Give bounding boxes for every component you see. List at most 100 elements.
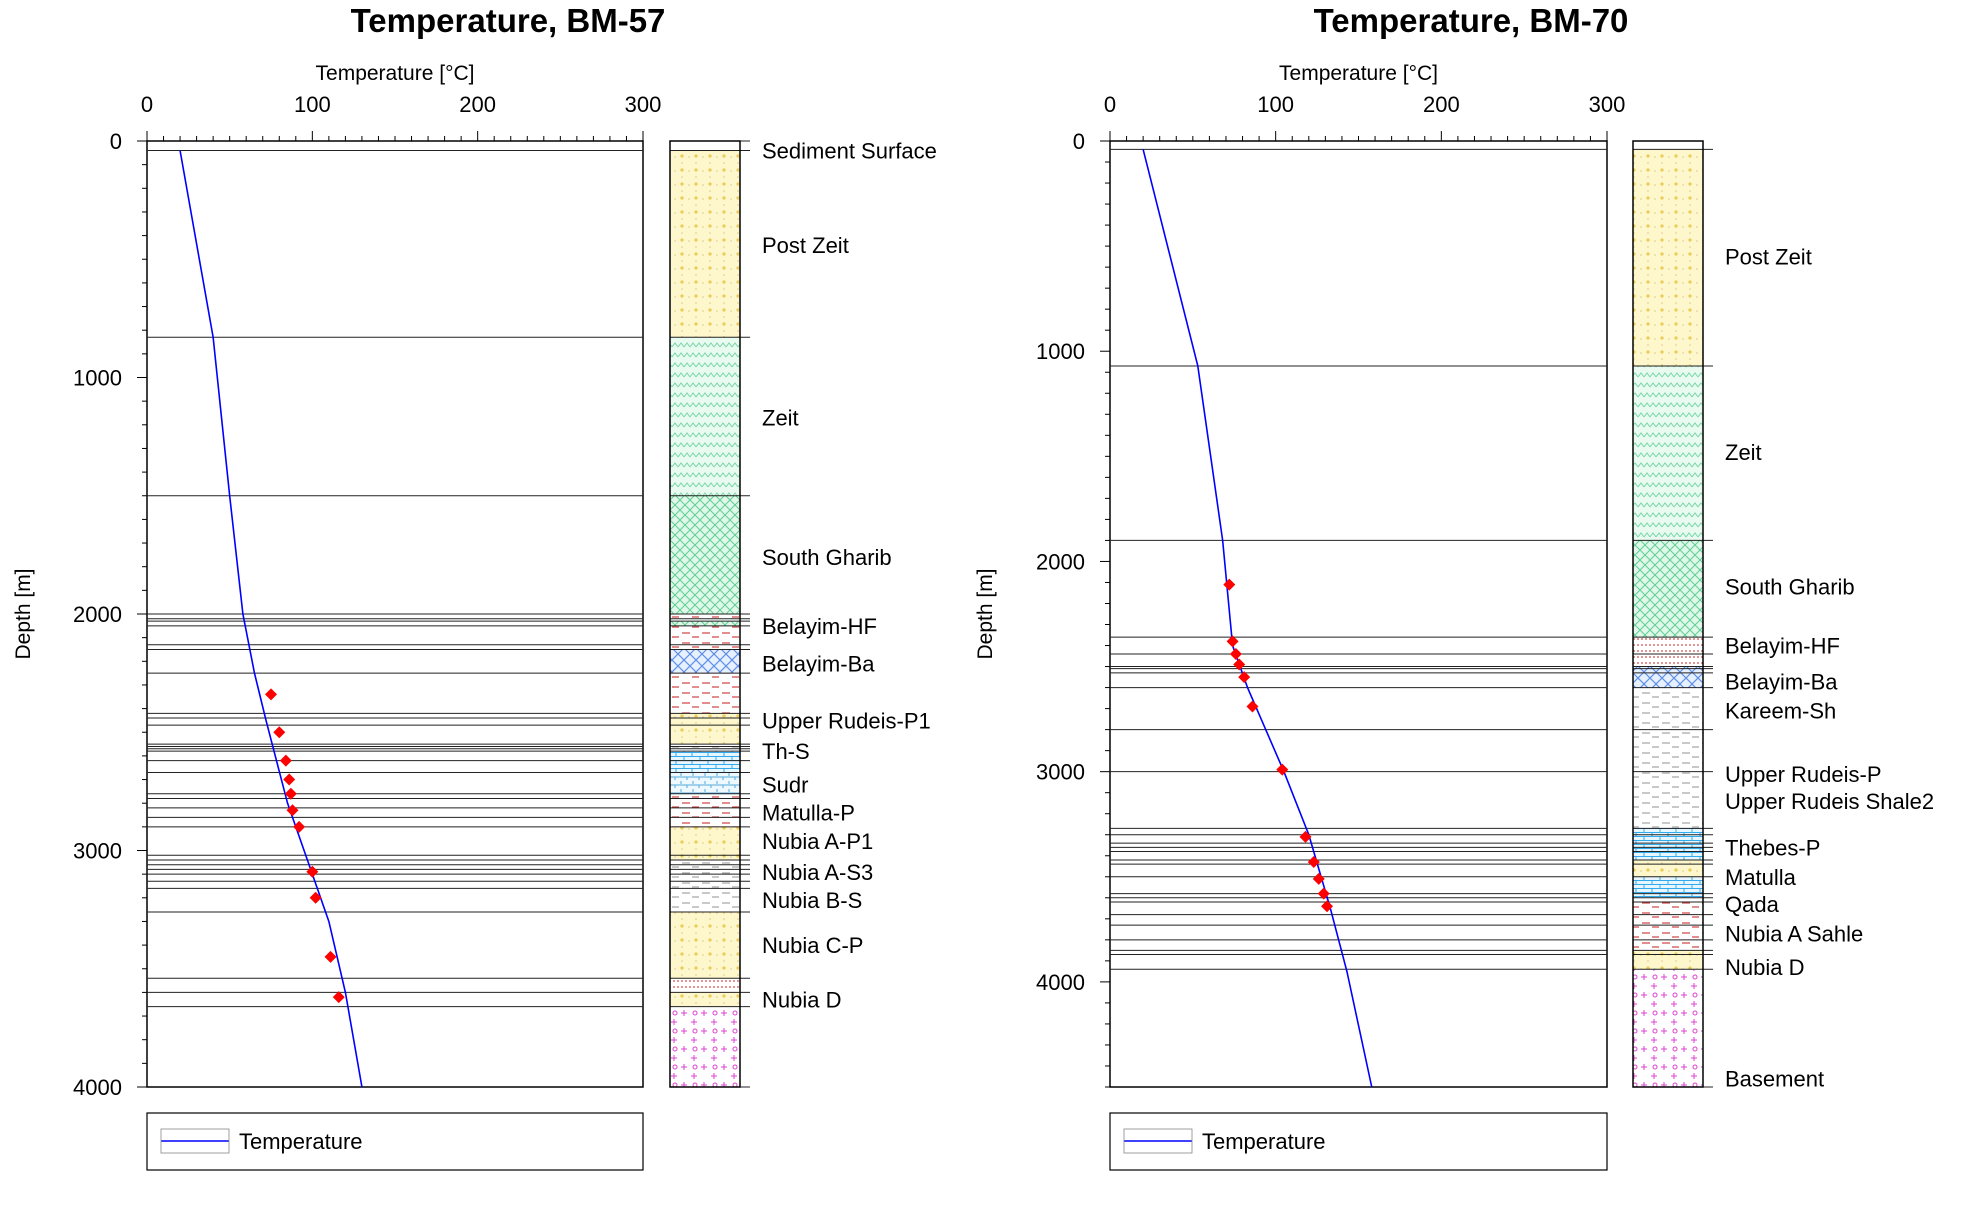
formation-label: Belayim-HF (762, 614, 877, 639)
formation-label: Nubia B-S (762, 888, 862, 913)
y-tick-label: 4000 (1036, 970, 1085, 995)
lithology-layer (670, 859, 740, 882)
chart-0: Temperature, BM-57 Temperature [°C] Depth … (12, 2, 937, 1171)
formation-label: Nubia D (1725, 955, 1804, 980)
formation-label: Zeit (1725, 440, 1762, 465)
measured-temperature-point (1223, 578, 1236, 591)
formation-label: Belayim-HF (1725, 634, 1840, 659)
measured-temperature-point (279, 754, 292, 767)
legend-swatch-frame (1123, 1128, 1193, 1154)
lithology-layer (670, 772, 740, 794)
formation-label: Nubia A-P1 (762, 829, 873, 854)
x-tick-label: 0 (141, 92, 153, 117)
measured-temperature-point (283, 773, 296, 786)
measured-temperature-point (306, 865, 319, 878)
formation-label: Basement (1725, 1067, 1824, 1092)
lithology-layer (670, 621, 740, 626)
lithology-column-frame (1632, 140, 1704, 1088)
plot-area (1109, 140, 1608, 1088)
lithology-layer (1633, 149, 1703, 366)
formation-label: Matulla-P (762, 801, 855, 826)
lithology-layer (670, 1006, 740, 1087)
lithology-layer (670, 673, 740, 714)
y-axis-label: Depth [m] (974, 568, 997, 659)
formation-label: Post Zeit (1725, 245, 1812, 270)
lithology-layer (670, 141, 740, 151)
x-tick-label: 100 (294, 92, 331, 117)
formation-label: Thebes-P (1725, 835, 1820, 860)
formation-label: Upper Rudeis Shale2 (1725, 789, 1934, 814)
measured-temperature-point (293, 820, 306, 833)
formation-label: Sudr (762, 772, 808, 797)
y-tick-label: 3000 (73, 839, 122, 864)
measured-temperature-point (1276, 763, 1289, 776)
measured-temperature-point (286, 804, 299, 817)
lithology-layer (1633, 687, 1703, 730)
lithology-layer (1633, 666, 1703, 688)
formation-label: Nubia C-P (762, 933, 863, 958)
measured-temperature-point (1317, 887, 1330, 900)
lithology-layer (670, 713, 740, 726)
lithology-layer (670, 978, 740, 993)
formation-label: Nubia D (762, 987, 841, 1012)
y-tick-label: 2000 (73, 602, 122, 627)
measured-temperature-point (1226, 635, 1239, 648)
lithology-layer (670, 992, 740, 1007)
lithology-layer (1633, 729, 1703, 772)
legend-swatch-frame (160, 1128, 230, 1154)
measured-temperature-point (309, 891, 322, 904)
lithology-layer (1633, 950, 1703, 970)
measured-temperature-point (1321, 900, 1334, 913)
legend-box (146, 1112, 644, 1171)
lithology-layer (670, 625, 740, 650)
x-axis-label: Temperature [°C] (316, 62, 475, 85)
formation-label: Th-S (762, 739, 810, 764)
lithology-layer (1633, 859, 1703, 877)
lithology-layer (1633, 771, 1703, 829)
formation-label: Belayim-Ba (762, 652, 875, 677)
lithology-layer (670, 911, 740, 979)
x-tick-label: 100 (1257, 92, 1294, 117)
lithology-layer (1633, 365, 1703, 541)
y-axis-label: Depth [m] (12, 568, 35, 659)
measured-temperature-point (273, 726, 286, 739)
formation-label: Qada (1725, 892, 1780, 917)
lithology-layer (1633, 897, 1703, 951)
formation-label: Sediment Surface (762, 138, 937, 163)
legend-label-temperature: Temperature (1202, 1129, 1326, 1154)
formation-label: Nubia A Sahle (1725, 922, 1863, 947)
lithology-layer (670, 881, 740, 912)
chart-title: Temperature, BM-70 (1314, 2, 1629, 39)
formation-label: Nubia A-S3 (762, 860, 873, 885)
lithology-layer (1633, 969, 1703, 1087)
lithology-layer (670, 725, 740, 745)
y-tick-label: 4000 (73, 1075, 122, 1100)
lithology-layer (670, 495, 740, 614)
y-tick-label: 1000 (73, 366, 122, 391)
measured-temperature-point (1233, 658, 1246, 671)
x-tick-label: 300 (625, 92, 662, 117)
formation-label: Zeit (762, 406, 799, 431)
y-tick-label: 3000 (1036, 760, 1085, 785)
lithology-layer (1633, 828, 1703, 860)
formation-label: South Gharib (1725, 575, 1855, 600)
measured-temperature-point (1238, 671, 1251, 684)
measured-temperature-point (1246, 700, 1259, 713)
x-tick-label: 0 (1104, 92, 1116, 117)
y-tick-label: 2000 (1036, 549, 1085, 574)
y-tick-label: 1000 (1036, 339, 1085, 364)
lithology-layer (670, 150, 740, 338)
lithology-layer (670, 337, 740, 496)
lithology-layer (670, 826, 740, 860)
measured-temperature-point (332, 991, 345, 1004)
lithology-layer (1633, 540, 1703, 638)
x-tick-label: 300 (1589, 92, 1626, 117)
lithology-layer (670, 793, 740, 827)
formation-label: Belayim-Ba (1725, 669, 1838, 694)
measured-temperature-point (265, 688, 277, 701)
measured-temperature-point (324, 950, 337, 963)
series-line-temperature (179, 150, 363, 1088)
chart-title: Temperature, BM-57 (351, 2, 666, 39)
